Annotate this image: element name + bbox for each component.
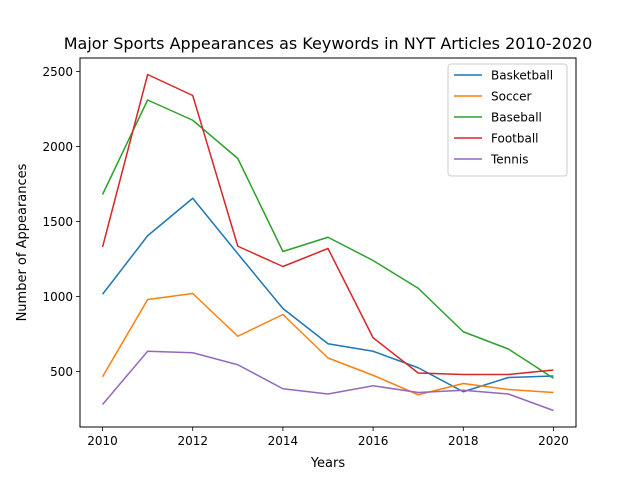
y-tick-label: 2000	[42, 140, 73, 154]
y-axis-label: Number of Appearances	[15, 163, 30, 321]
series-line-football	[101, 73, 554, 376]
y-axis-ticks: 500 1000 1500 2000 2500	[42, 65, 80, 379]
x-tick-label: 2020	[538, 434, 569, 448]
plot-frame	[79, 57, 577, 428]
y-tick-label: 2500	[42, 65, 73, 79]
legend-label-basketball: Basketball	[491, 69, 553, 83]
legend-label-tennis: Tennis	[490, 153, 528, 167]
legend-label-soccer: Soccer	[491, 90, 532, 104]
legend-label-football: Football	[491, 132, 539, 146]
series-line-basketball	[101, 197, 554, 393]
legend-box	[447, 63, 568, 177]
series-line-baseball	[101, 99, 554, 379]
x-tick-label: 2010	[87, 434, 118, 448]
series-line-tennis	[101, 350, 554, 412]
y-tick-label: 1000	[42, 290, 73, 304]
x-tick-label: 2016	[358, 434, 389, 448]
chart-title: Major Sports Appearances as Keywords in …	[64, 34, 593, 53]
legend: Basketball Soccer Baseball Football Tennis	[447, 63, 568, 177]
plot-lines	[101, 73, 554, 412]
x-axis-label: Years	[310, 456, 346, 471]
x-tick-label: 2014	[268, 434, 299, 448]
y-tick-label: 500	[50, 365, 73, 379]
legend-label-baseball: Baseball	[491, 111, 542, 125]
x-axis-ticks: 2010 2012 2014 2016 2018 2020	[87, 427, 569, 448]
x-tick-label: 2012	[177, 434, 208, 448]
x-tick-label: 2018	[448, 434, 479, 448]
series-line-soccer	[101, 292, 554, 396]
y-tick-label: 1500	[42, 215, 73, 229]
